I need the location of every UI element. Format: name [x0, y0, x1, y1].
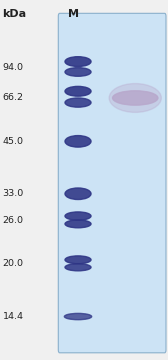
Text: 26.0: 26.0: [3, 216, 24, 225]
Ellipse shape: [65, 57, 91, 67]
Ellipse shape: [65, 86, 91, 96]
Ellipse shape: [109, 84, 161, 112]
Text: 94.0: 94.0: [3, 63, 24, 72]
Ellipse shape: [65, 136, 91, 147]
Ellipse shape: [65, 256, 91, 264]
Ellipse shape: [65, 98, 91, 107]
Ellipse shape: [65, 220, 91, 228]
Text: 45.0: 45.0: [3, 137, 24, 146]
Ellipse shape: [64, 313, 92, 320]
Text: kDa: kDa: [2, 9, 26, 19]
Ellipse shape: [65, 264, 91, 271]
Text: 33.0: 33.0: [3, 189, 24, 198]
Ellipse shape: [65, 188, 91, 199]
Text: 66.2: 66.2: [3, 94, 24, 103]
Text: 14.4: 14.4: [3, 312, 24, 321]
Ellipse shape: [65, 68, 91, 76]
Ellipse shape: [65, 212, 91, 220]
Text: 20.0: 20.0: [3, 259, 24, 268]
FancyBboxPatch shape: [58, 13, 166, 353]
Ellipse shape: [113, 91, 158, 105]
Text: M: M: [68, 9, 79, 19]
